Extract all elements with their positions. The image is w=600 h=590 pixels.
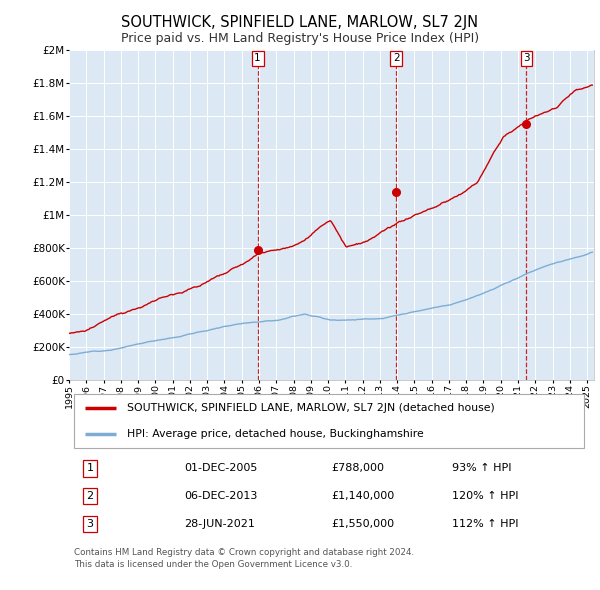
Text: SOUTHWICK, SPINFIELD LANE, MARLOW, SL7 2JN: SOUTHWICK, SPINFIELD LANE, MARLOW, SL7 2… (121, 15, 479, 30)
Text: Contains HM Land Registry data © Crown copyright and database right 2024.
This d: Contains HM Land Registry data © Crown c… (74, 548, 415, 569)
Text: SOUTHWICK, SPINFIELD LANE, MARLOW, SL7 2JN (detached house): SOUTHWICK, SPINFIELD LANE, MARLOW, SL7 2… (127, 403, 494, 413)
Text: HPI: Average price, detached house, Buckinghamshire: HPI: Average price, detached house, Buck… (127, 428, 424, 438)
Text: 120% ↑ HPI: 120% ↑ HPI (452, 491, 519, 501)
Text: 01-DEC-2005: 01-DEC-2005 (185, 463, 258, 473)
Text: 3: 3 (523, 54, 530, 64)
Text: 2: 2 (86, 491, 94, 501)
Text: 2: 2 (393, 54, 400, 64)
FancyBboxPatch shape (74, 394, 583, 448)
Text: £788,000: £788,000 (331, 463, 385, 473)
Text: £1,550,000: £1,550,000 (331, 519, 395, 529)
Text: 3: 3 (86, 519, 94, 529)
Text: 28-JUN-2021: 28-JUN-2021 (185, 519, 256, 529)
Text: 112% ↑ HPI: 112% ↑ HPI (452, 519, 519, 529)
Text: 93% ↑ HPI: 93% ↑ HPI (452, 463, 512, 473)
Text: 06-DEC-2013: 06-DEC-2013 (185, 491, 258, 501)
Text: Price paid vs. HM Land Registry's House Price Index (HPI): Price paid vs. HM Land Registry's House … (121, 32, 479, 45)
Text: £1,140,000: £1,140,000 (331, 491, 395, 501)
Text: 1: 1 (86, 463, 94, 473)
Text: 1: 1 (254, 54, 261, 64)
